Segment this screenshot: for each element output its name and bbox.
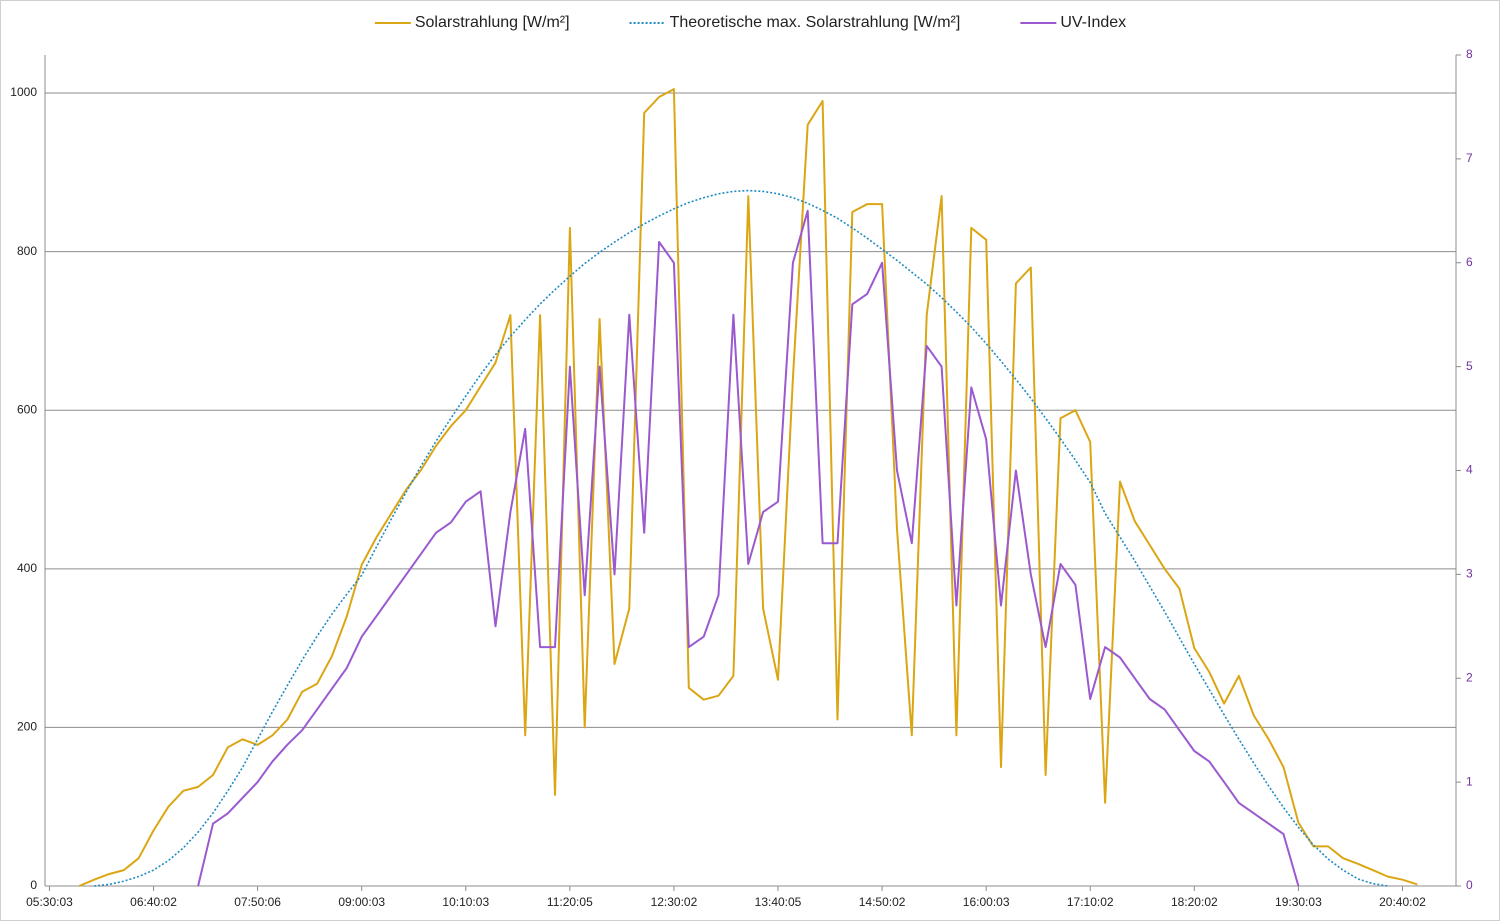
legend: Solarstrahlung [W/m²] Theoretische max. S…	[374, 14, 1126, 31]
series-line	[94, 189, 1388, 887]
y2-tick-label: 5	[1466, 359, 1473, 373]
y2-tick-label: 6	[1466, 255, 1473, 269]
series-line	[78, 88, 1418, 887]
y-tick-label: 0	[30, 878, 37, 892]
y-tick-label: 1000	[10, 85, 37, 99]
y2-tick-label: 3	[1466, 567, 1473, 581]
x-tick-label: 06:40:02	[130, 895, 177, 909]
y2-tick-label: 0	[1466, 878, 1473, 892]
y2-tick-label: 8	[1466, 47, 1473, 61]
x-tick-label: 09:00:03	[338, 895, 385, 909]
y2-tick-label: 4	[1466, 463, 1473, 477]
y-tick-label: 400	[17, 561, 37, 575]
y2-tick-label: 2	[1466, 670, 1473, 684]
x-tick-label: 20:40:02	[1379, 895, 1426, 909]
legend-label: Solarstrahlung [W/m²]	[415, 14, 570, 31]
legend-label: UV-Index	[1060, 14, 1126, 31]
x-tick-label: 14:50:02	[859, 895, 906, 909]
x-tick-label: 07:50:06	[234, 895, 281, 909]
x-tick-label: 10:10:03	[442, 895, 489, 909]
x-tick-label: 19:30:03	[1275, 895, 1322, 909]
x-tick-label: 13:40:05	[755, 895, 802, 909]
x-tick-label: 16:00:03	[963, 895, 1010, 909]
legend-label: Theoretische max. Solarstrahlung [W/m²]	[670, 14, 961, 31]
x-tick-label: 05:30:03	[26, 895, 73, 909]
series-line	[197, 209, 1300, 887]
y2-tick-label: 1	[1466, 774, 1473, 788]
y-tick-label: 200	[17, 720, 37, 734]
x-tick-label: 17:10:02	[1067, 895, 1114, 909]
x-tick-label: 12:30:02	[651, 895, 698, 909]
y-tick-label: 800	[17, 244, 37, 258]
y-tick-label: 600	[17, 402, 37, 416]
x-tick-label: 18:20:02	[1171, 895, 1218, 909]
x-tick-label: 11:20:05	[547, 895, 593, 909]
y2-tick-label: 7	[1466, 151, 1473, 165]
